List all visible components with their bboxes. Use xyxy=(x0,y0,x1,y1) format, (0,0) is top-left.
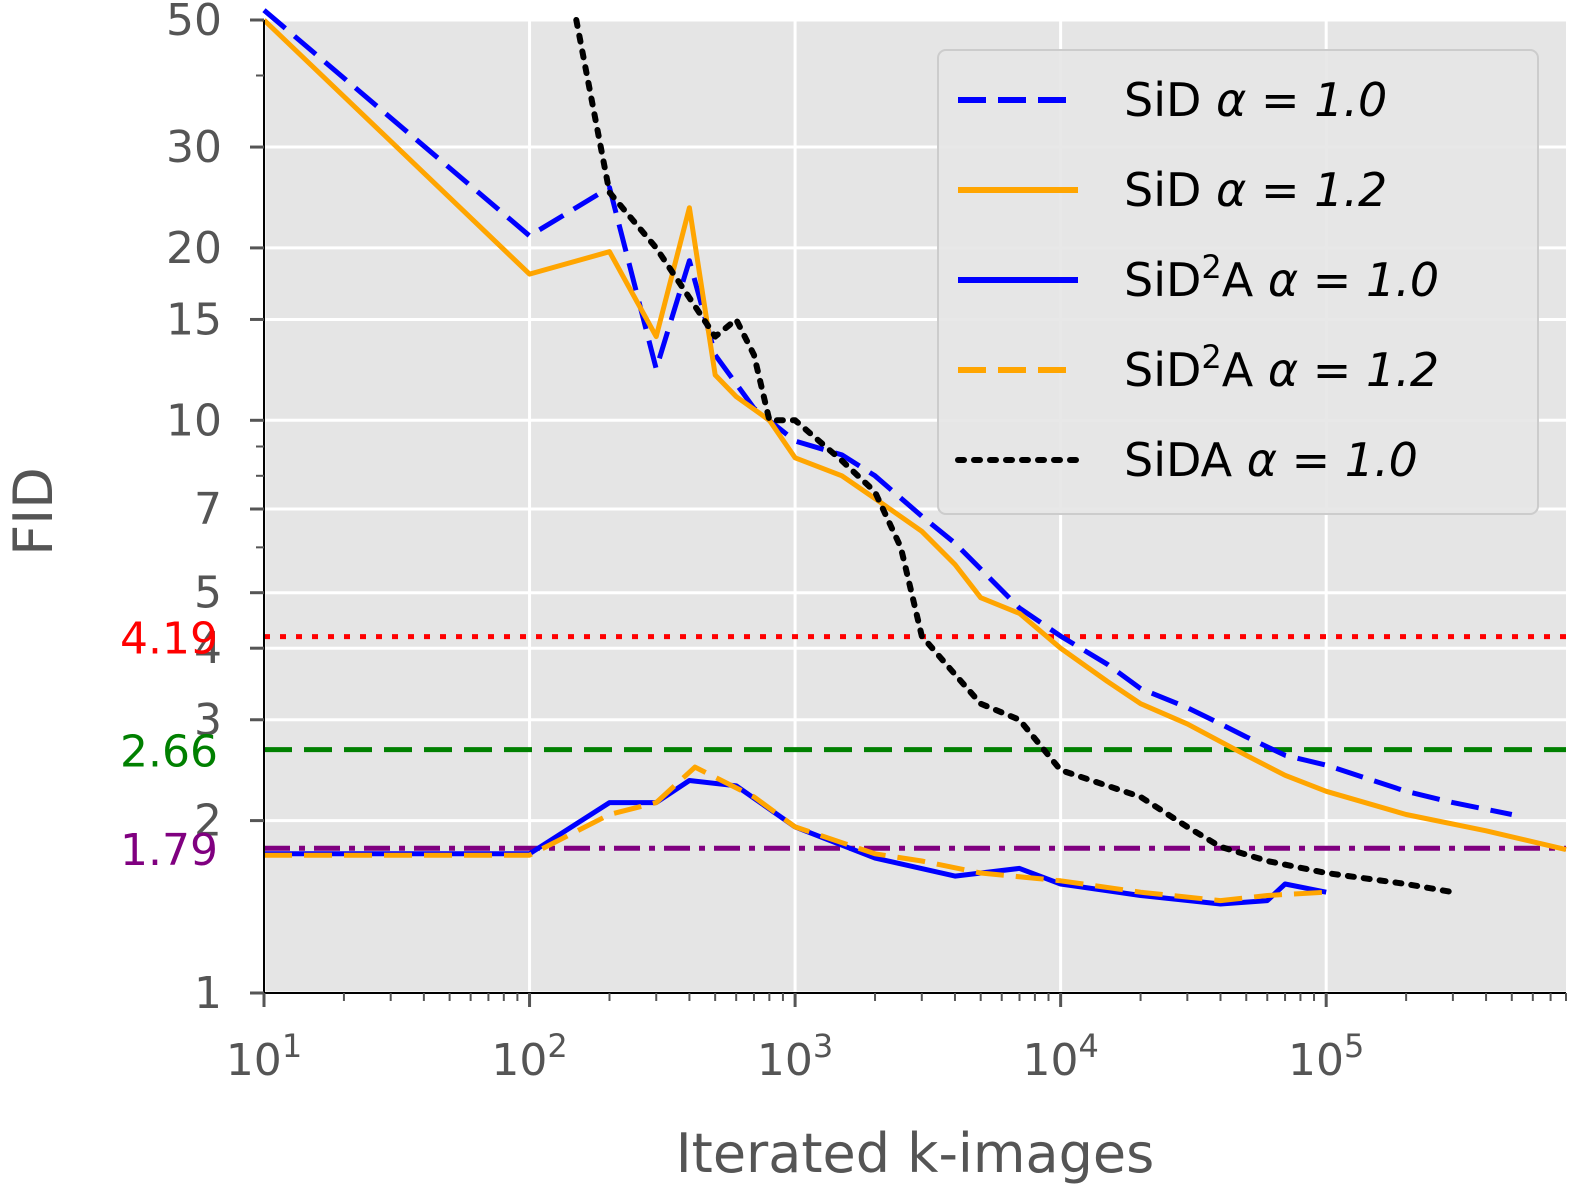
legend: SiD α = 1.0 SiD α = 1.2 SiD2A α = 1.0 SiD2A… xyxy=(937,49,1539,515)
series-line-4 xyxy=(264,764,1327,904)
x-tick-label: 104 xyxy=(1022,1027,1098,1086)
legend-entry-1: SiD α = 1.0 xyxy=(1124,73,1387,127)
y-tick-label: 3 xyxy=(194,695,222,746)
series-line-3 xyxy=(264,778,1327,907)
series-line-1 xyxy=(262,8,1513,817)
y-tick-label: 10 xyxy=(166,395,222,446)
legend-entry-2: SiD α = 1.2 xyxy=(1124,163,1387,217)
x-axis-label: Iterated k-images xyxy=(676,1122,1155,1185)
reference-line-label: 2.66 xyxy=(120,727,218,778)
series-line-2 xyxy=(262,18,1567,853)
y-axis-label: FID xyxy=(2,467,65,556)
x-tick-label: 102 xyxy=(491,1027,567,1086)
legend-entry-5: SiDA α = 1.0 xyxy=(1124,433,1418,487)
legend-entry-3: SiD2A α = 1.0 xyxy=(1124,248,1439,307)
y-tick-label: 2 xyxy=(194,796,222,847)
x-tick-label: 101 xyxy=(226,1027,302,1086)
y-tick-label: 30 xyxy=(166,122,222,173)
series-line-5 xyxy=(573,17,1456,896)
reference-lines xyxy=(264,634,1566,851)
y-tick-label: 4 xyxy=(194,623,222,674)
reference-line-label: 1.79 xyxy=(120,825,218,876)
y-tick-label: 50 xyxy=(166,0,222,46)
data-series xyxy=(262,8,1567,907)
x-tick-label: 105 xyxy=(1288,1027,1364,1086)
axes: 101 102 103 104 105 1 2 3 45 7 10 15 20 30 50 4.19 2.66 1… xyxy=(120,0,1567,1086)
y-tick-label: 20 xyxy=(166,223,222,274)
y-tick-label: 15 xyxy=(166,294,222,345)
y-tick-label: 1 xyxy=(194,968,222,1019)
x-tick-label: 103 xyxy=(757,1027,833,1086)
reference-line-label: 4.19 xyxy=(120,614,218,665)
legend-box xyxy=(937,49,1539,515)
legend-entry-4: SiD2A α = 1.2 xyxy=(1124,338,1439,397)
y-tick-label: 5 xyxy=(194,568,222,619)
y-tick-label: 7 xyxy=(194,484,222,535)
